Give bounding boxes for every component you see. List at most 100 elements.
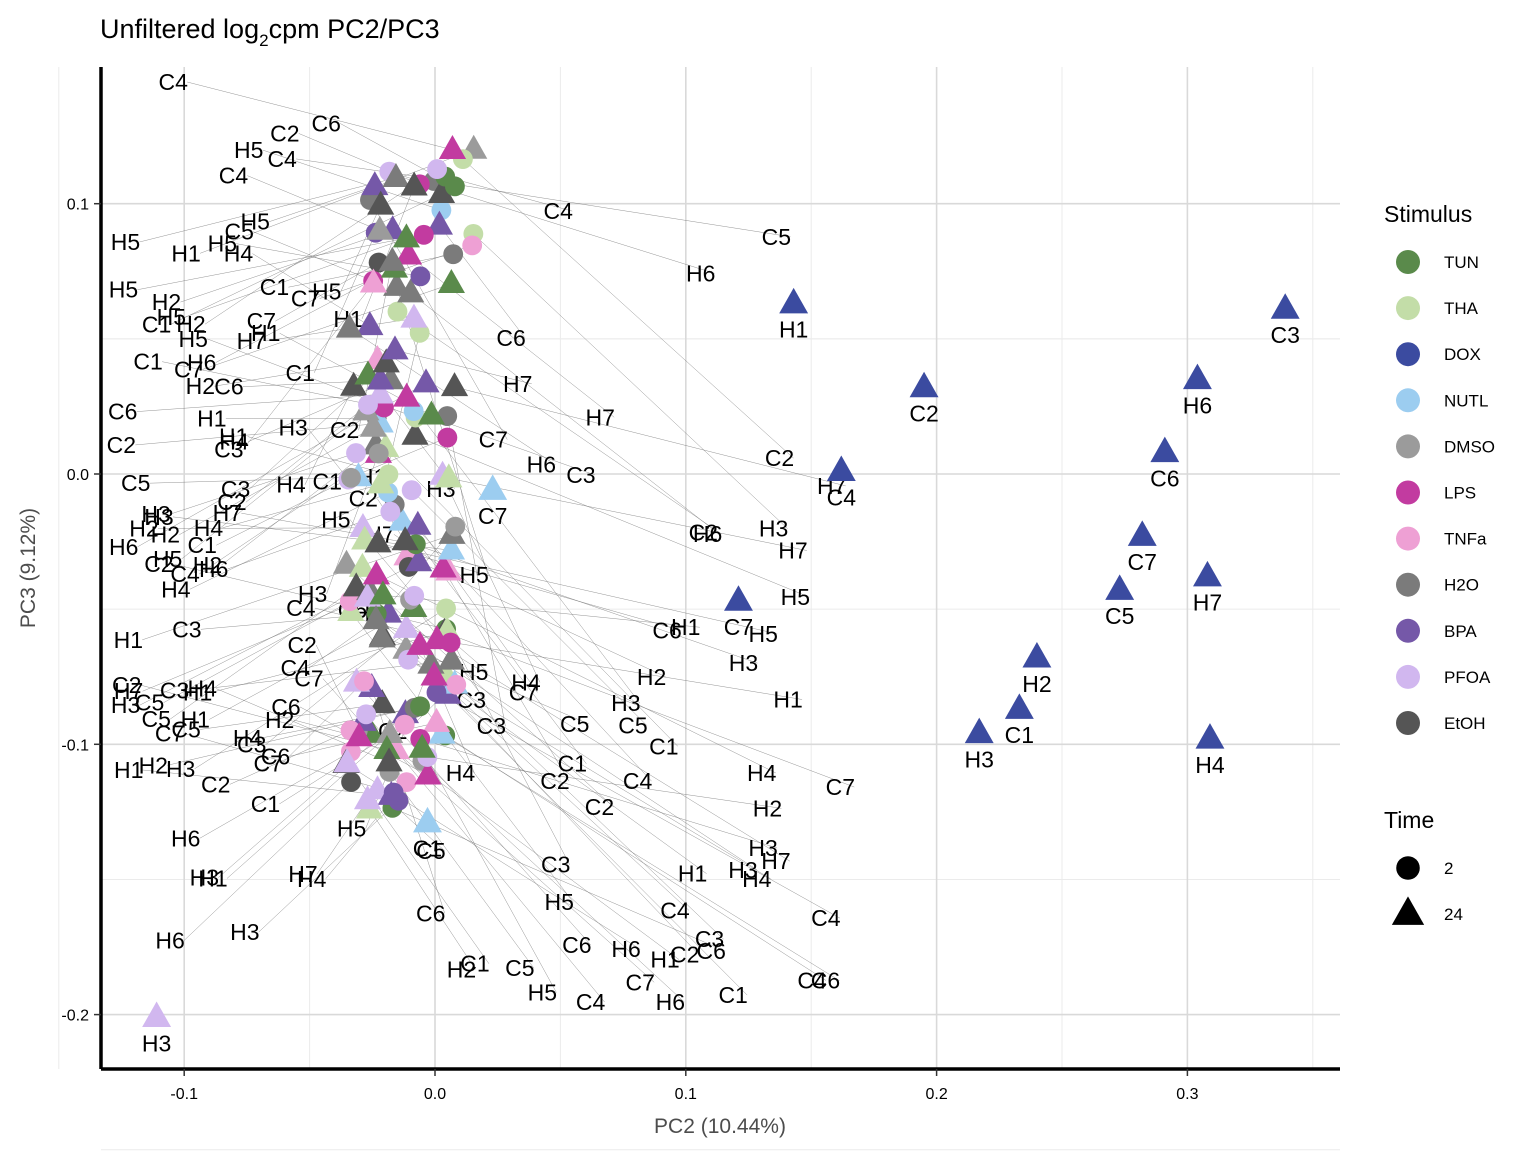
cluster-point-label: C2 (201, 771, 230, 797)
cluster-point (340, 371, 368, 396)
leader-line (433, 180, 791, 238)
cluster-point (362, 560, 390, 585)
cluster-point-label: H1 (171, 240, 200, 266)
leader-line (315, 644, 359, 731)
leader-line (441, 734, 840, 981)
data-point-label: H4 (1195, 752, 1225, 778)
cluster-point (345, 722, 373, 747)
data-point-H1 (779, 287, 809, 314)
cluster-point-label: C1 (718, 982, 747, 1008)
cluster-points (332, 134, 488, 819)
cluster-point-label: H2 (129, 516, 158, 542)
cluster-point-label: H3 (278, 415, 307, 441)
cluster-point-label: C6 (811, 968, 840, 994)
cluster-point-label: C2 (107, 432, 136, 458)
cluster-point-label: C2 (144, 551, 173, 577)
leader-line (410, 293, 718, 533)
leader-line (446, 416, 506, 727)
minor-gridlines (58, 67, 1340, 1151)
leader-line (229, 730, 351, 785)
cluster-point-label: H5 (153, 546, 182, 572)
leader-line (288, 253, 454, 288)
cluster-point-label: C3 (160, 678, 189, 704)
cluster-point-label: C7 (247, 308, 276, 334)
cluster-point (404, 585, 425, 606)
legend-key-EtOH (1396, 711, 1420, 735)
leader-line (180, 229, 393, 303)
cluster-point-label: C4 (660, 897, 690, 923)
cluster-point (392, 223, 421, 248)
overlapping-cluster: H1C4H5H6C5H1H6H1H1C5C6H2C4C7C7H7H4H3C6H1… (107, 69, 855, 1015)
leader-line (136, 394, 381, 412)
cluster-point-label: H5 (109, 277, 138, 303)
cluster-point (346, 443, 366, 464)
cluster-point (368, 623, 396, 648)
cluster-point (405, 547, 433, 572)
cluster-point-label: H5 (545, 889, 574, 915)
cluster-point-label: H3 (141, 501, 170, 527)
cluster-point (401, 480, 422, 501)
cluster-point-label: H3 (728, 857, 757, 883)
cluster-point-label: C2 (540, 768, 569, 794)
data-point-label: C2 (909, 401, 938, 427)
cluster-point-label: H3 (190, 865, 219, 891)
cluster-point (417, 400, 446, 425)
y-tick-label: -0.2 (61, 1008, 89, 1025)
leader-line (282, 681, 365, 764)
legend-label-THA: THA (1444, 299, 1479, 318)
legend-label-DOX: DOX (1444, 345, 1481, 364)
cluster-point (364, 528, 392, 553)
leader-line (142, 597, 368, 692)
leader-line (179, 427, 374, 535)
leader-line (137, 234, 424, 290)
data-point-C1 (413, 806, 442, 833)
cluster-point (427, 179, 456, 204)
cluster-point-label: H6 (109, 534, 138, 560)
legend-label-time-2: 2 (1444, 859, 1453, 878)
cluster-point-label: C7 (174, 356, 203, 382)
cluster-point (368, 443, 389, 464)
cluster-point-label: C1 (649, 733, 678, 759)
leader-line (401, 521, 587, 764)
cluster-point-label: H6 (187, 350, 216, 376)
cluster-point-label: C7 (509, 679, 538, 705)
leader-line (142, 534, 453, 641)
cluster-point-label: H1 (650, 947, 679, 973)
data-point-label: H3 (965, 746, 994, 772)
cluster-point-label: C4 (797, 968, 827, 994)
cluster-point (356, 704, 377, 725)
cluster-point-label: C5 (135, 690, 164, 716)
cluster-point (422, 707, 451, 732)
cluster-point-label: H7 (288, 861, 317, 887)
cluster-point-label: H2 (186, 373, 215, 399)
cluster-point (437, 427, 458, 448)
cluster-point-label: C4 (170, 561, 200, 587)
leader-line (170, 587, 357, 720)
cluster-point-label: C7 (291, 286, 320, 312)
x-tick-label: 0.0 (424, 1086, 446, 1103)
cluster-point (341, 467, 361, 488)
cluster-point-label: H7 (761, 848, 790, 874)
leader-line (158, 527, 363, 529)
cluster-point-label: H5 (157, 304, 186, 330)
cluster-point (414, 760, 442, 785)
leader-line (349, 328, 556, 465)
cluster-point-label: C6 (562, 932, 591, 958)
legend-label-PFOA: PFOA (1444, 668, 1491, 687)
leader-line (442, 568, 570, 782)
cluster-point-label: C3 (695, 926, 724, 952)
cluster-point-label: H6 (527, 452, 556, 478)
cluster-point-label: C1 (286, 360, 315, 386)
cluster-point (397, 278, 425, 303)
data-point-C4 (826, 455, 856, 481)
cluster-point-label: C6 (416, 900, 445, 926)
leader-line (422, 760, 685, 1003)
cluster-point (408, 733, 436, 758)
cluster-point-label: H5 (208, 231, 237, 257)
legend-key-DOX (1396, 342, 1420, 367)
data-point-label: C1 (1005, 722, 1034, 748)
leader-line (447, 694, 748, 996)
leader-line (172, 563, 447, 630)
cluster-point (388, 506, 416, 531)
y-tick-label: -0.1 (61, 737, 89, 754)
